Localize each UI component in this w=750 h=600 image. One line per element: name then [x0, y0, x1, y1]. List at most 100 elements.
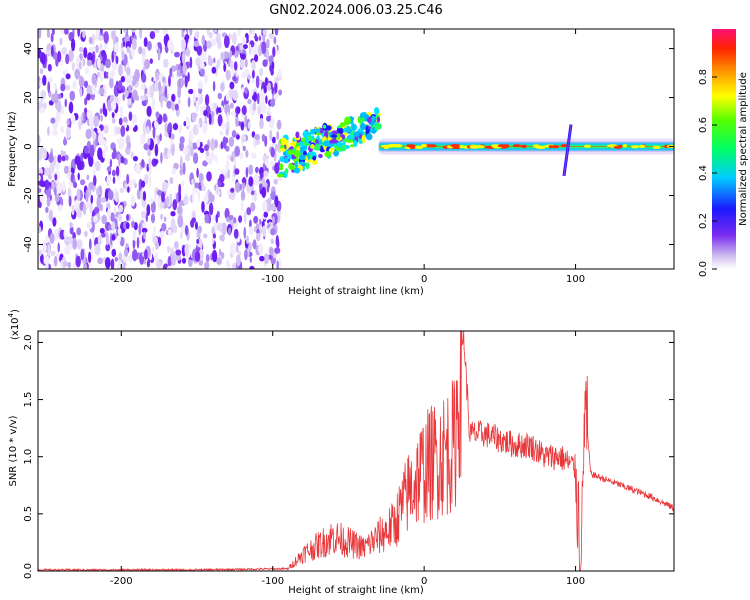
heatmap-noise-cell	[131, 113, 138, 125]
heatmap-noise-cell	[111, 221, 116, 232]
heatmap-content	[38, 29, 674, 269]
heatmap-noise-cell	[147, 40, 152, 51]
heatmap-noise-cell	[141, 210, 146, 219]
heatmap-noise-cell	[211, 66, 217, 74]
heatmap-band-peak	[532, 144, 540, 148]
heatmap-noise-cell	[102, 52, 106, 66]
heatmap-noise-cell	[130, 151, 135, 159]
heatmap-noise-cell	[229, 102, 234, 109]
heatmap-noise-cell	[109, 158, 113, 168]
heatmap-noise-cell	[198, 259, 204, 266]
heatmap-noise-cell	[261, 133, 266, 142]
heatmap-noise-cell	[76, 227, 82, 236]
heatmap-noise-cell	[107, 72, 111, 78]
heatmap-noise-cell	[82, 30, 86, 39]
heatmap-noise-cell	[71, 62, 76, 71]
heatmap-noise-cell	[46, 29, 50, 38]
snr-ylabel: SNR (10 * v/v)	[8, 415, 19, 486]
heatmap-noise-cell	[245, 36, 249, 43]
heatmap-noise-cell	[46, 187, 51, 198]
heatmap-noise-cell	[99, 108, 103, 114]
heatmap-noise-cell	[223, 35, 230, 49]
heatmap-noise-cell	[149, 58, 153, 64]
heatmap-noise-cell	[82, 203, 87, 215]
heatmap-noise-cell	[197, 92, 201, 99]
heatmap-signal-cell	[336, 132, 341, 140]
heatmap-noise-cell	[239, 59, 245, 69]
heatmap-band-peak	[420, 144, 428, 148]
colorbar-ticks: 0.0 0.2 0.4 0.6 0.8	[698, 69, 717, 277]
heatmap-noise-cell	[124, 88, 129, 98]
heatmap-signal-cell	[298, 161, 306, 165]
heatmap-noise-cell	[255, 223, 260, 230]
heatmap-signal-cell	[330, 134, 338, 138]
heatmap-noise-cell	[196, 138, 201, 148]
heatmap-signal-cell	[328, 147, 335, 154]
heatmap-noise-cell	[86, 174, 90, 181]
heatmap-band-peak	[631, 145, 640, 149]
heatmap-noise-cell	[119, 105, 124, 118]
snr-frame	[37, 330, 675, 572]
heatmap-noise-cell	[231, 111, 236, 117]
heatmap-signal-cell	[374, 125, 379, 131]
heatmap-noise-cell	[212, 249, 218, 263]
heatmap-noise-cell	[132, 78, 135, 87]
heatmap-noise-cell	[256, 92, 260, 105]
snr-xtick-label: -200	[110, 576, 133, 587]
heatmap-noise-cell	[176, 69, 181, 77]
heatmap-noise-cell	[142, 191, 147, 201]
colorbar-tick-label: 0.6	[698, 117, 709, 133]
heatmap-noise-cell	[120, 75, 126, 83]
heatmap-noise-cell	[84, 80, 88, 89]
snr-ytick-label: 0.5	[23, 506, 34, 522]
heatmap-noise-cell	[230, 59, 234, 70]
heatmap-noise-cell	[86, 93, 91, 101]
heatmap-noise-cell	[80, 179, 86, 186]
heatmap-noise-cell	[140, 133, 146, 145]
heatmap-noise-cell	[53, 82, 57, 90]
heatmap-noise-cell	[113, 206, 117, 215]
heatmap-noise-cell	[128, 254, 133, 263]
heatmap-noise-cell	[86, 84, 92, 97]
heatmap-noise-cell	[241, 177, 247, 184]
heatmap-noise-cell	[191, 112, 198, 119]
heatmap-noise-cell	[212, 233, 216, 239]
heatmap-noise-cell	[195, 221, 198, 230]
heatmap-signal-cell	[365, 133, 373, 141]
heatmap-noise-cell	[113, 84, 120, 97]
heatmap-noise-cell	[164, 182, 169, 188]
heatmap-noise-cell	[272, 136, 276, 144]
heatmap-noise-cell	[110, 99, 117, 111]
heatmap-noise-cell	[112, 147, 117, 160]
snr-scale-label: (x104)	[7, 309, 21, 340]
heatmap-noise-cell	[196, 45, 203, 56]
heatmap-noise-cell	[166, 100, 172, 109]
heatmap-noise-cell	[204, 261, 210, 269]
heatmap-noise-cell	[181, 51, 186, 65]
heatmap-noise-cell	[57, 242, 60, 253]
heatmap-noise-cell	[83, 262, 88, 269]
heatmap-noise-cell	[60, 29, 65, 35]
heatmap-noise-cell	[78, 76, 85, 88]
colorbar-label: Normalized spectral amplitude	[738, 72, 749, 226]
heatmap-noise-cell	[131, 47, 135, 58]
heatmap-noise-cell	[59, 37, 63, 46]
heatmap-noise-cell	[204, 94, 210, 106]
heatmap-signal-cell	[367, 117, 372, 123]
heatmap-noise-cell	[268, 254, 273, 260]
colorbar-tick-label: 0.8	[698, 69, 709, 85]
heatmap-noise-cell	[123, 29, 128, 33]
heatmap-noise-cell	[57, 204, 63, 212]
heatmap-noise-cell	[107, 207, 111, 221]
heatmap-noise-cell	[64, 245, 71, 256]
heatmap-noise-cell	[64, 29, 69, 35]
heatmap-noise-cell	[205, 155, 212, 163]
heatmap-noise-cell	[135, 163, 141, 174]
heatmap-noise-cell	[54, 194, 60, 203]
heatmap-noise-cell	[124, 248, 129, 257]
heatmap-noise-cell	[252, 101, 257, 112]
heatmap-noise-cell	[92, 46, 96, 52]
heatmap-noise-cell	[251, 59, 256, 71]
heatmap-noise-cell	[201, 185, 206, 192]
heatmap-noise-cell	[204, 144, 209, 152]
